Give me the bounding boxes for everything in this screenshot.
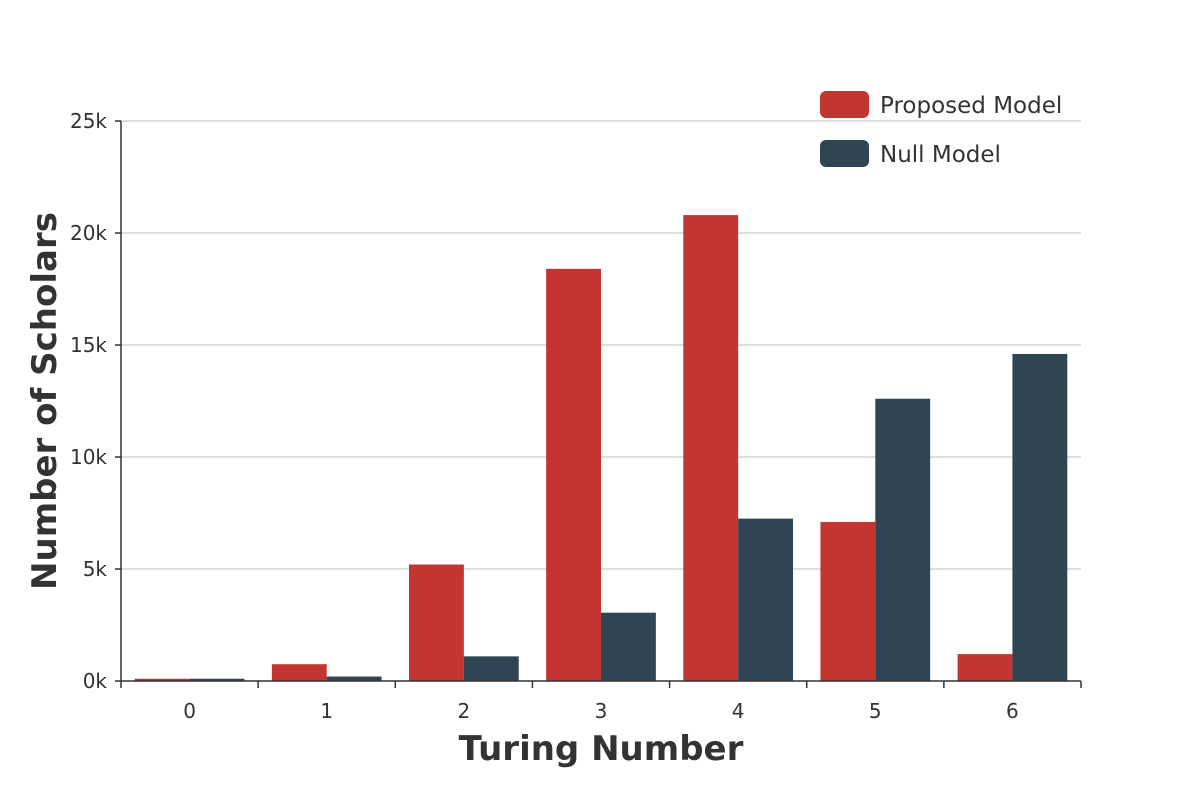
legend-swatch	[820, 91, 869, 118]
bar-proposed-model-6	[957, 654, 1013, 681]
x-tick-label: 6	[1006, 699, 1019, 723]
bar-null-model-6	[1012, 353, 1068, 681]
y-tick-label: 10k	[70, 445, 107, 469]
bar-proposed-model-4	[683, 215, 739, 681]
legend: Proposed Model Null Model	[820, 91, 1062, 168]
legend-label: Proposed Model	[880, 93, 1062, 119]
y-tick-label: 25k	[70, 109, 107, 133]
x-tick-label: 5	[869, 699, 882, 723]
y-tick-label: 20k	[70, 221, 107, 245]
y-tick-label: 5k	[83, 557, 108, 581]
bar-proposed-model-2	[409, 564, 464, 681]
x-tick-label: 3	[595, 699, 608, 723]
legend-swatch	[820, 140, 869, 167]
x-tick-label: 2	[457, 699, 470, 723]
bar-proposed-model-5	[820, 521, 876, 681]
bar-null-model-2	[463, 656, 519, 681]
x-tick-label: 0	[183, 699, 196, 723]
axes	[120, 121, 1081, 682]
x-tick-label: 1	[320, 699, 333, 723]
bar-proposed-model-0	[134, 678, 190, 681]
bar-null-model-0	[189, 678, 245, 681]
legend-label: Null Model	[880, 142, 1001, 168]
x-axis-title: Turing Number	[459, 729, 744, 769]
y-tick-label: 0k	[83, 669, 108, 693]
bars	[134, 215, 1068, 681]
x-tick-label: 4	[732, 699, 745, 723]
tick-labels: 0k 5k 10k 15k 20k 25k 0 1 2 3 4 5 6	[70, 109, 1082, 723]
bar-proposed-model-1	[271, 664, 327, 681]
bar-null-model-3	[601, 612, 656, 681]
bar-proposed-model-3	[546, 268, 601, 681]
bar-null-model-1	[326, 676, 382, 681]
y-axis-title: Number of Scholars	[25, 212, 65, 590]
bar-null-model-4	[738, 518, 793, 681]
bar-null-model-5	[875, 398, 931, 681]
y-tick-label: 15k	[70, 333, 107, 357]
